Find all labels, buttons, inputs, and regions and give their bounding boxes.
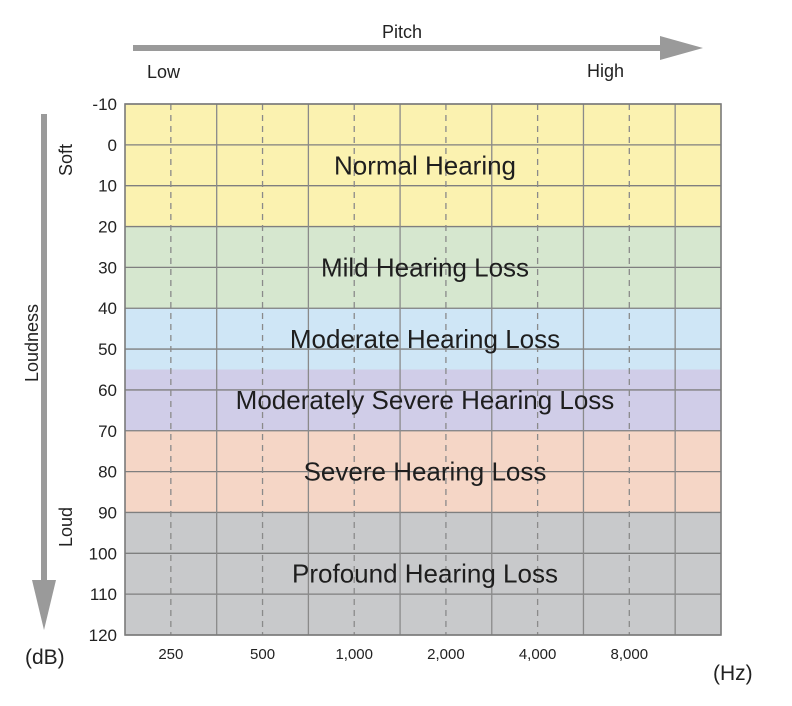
- plot-border: [124, 103, 722, 636]
- y-tick-label: -10: [92, 95, 117, 114]
- x-unit-label: (Hz): [713, 662, 753, 685]
- pitch-low-label: Low: [147, 62, 181, 82]
- x-tick-labels: 250 500 1,000 2,000 4,000 8,000: [158, 646, 648, 663]
- x-tick-label: 4,000: [519, 646, 557, 663]
- hearing-bands: [125, 104, 721, 635]
- band-profound-hearing-loss: [125, 512, 721, 635]
- x-tick-label: 500: [250, 646, 275, 663]
- x-tick-label: 250: [158, 646, 183, 663]
- x-tick-label: 8,000: [611, 646, 649, 663]
- y-tick-label: 60: [98, 381, 117, 400]
- band-moderately-severe-hearing-loss: [125, 369, 721, 431]
- y-tick-label: 100: [89, 544, 117, 563]
- y-tick-label: 0: [108, 136, 117, 155]
- band-labels: Normal Hearing Mild Hearing Loss Moderate …: [236, 150, 615, 588]
- band-label-moderate-hearing-loss: Moderate Hearing Loss: [290, 324, 560, 354]
- y-tick-label: 20: [98, 218, 117, 237]
- band-moderate-hearing-loss: [125, 308, 721, 370]
- x-tick-label: 1,000: [335, 646, 373, 663]
- y-tick-label: 70: [98, 422, 117, 441]
- y-tick-label: 90: [98, 503, 117, 522]
- band-label-profound-hearing-loss: Profound Hearing Loss: [292, 559, 558, 589]
- grid-lines: [124, 103, 722, 636]
- y-tick-label: 40: [98, 299, 117, 318]
- band-normal-hearing: [125, 104, 721, 227]
- y-tick-label: 120: [89, 626, 117, 645]
- y-tick-labels: -10 0 10 20 30 40 50 60 70 80 90 100 110 120: [89, 95, 117, 645]
- pitch-high-label: High: [587, 61, 624, 81]
- pitch-label: Pitch: [382, 22, 422, 42]
- band-label-severe-hearing-loss: Severe Hearing Loss: [304, 457, 547, 487]
- x-tick-label: 2,000: [427, 646, 465, 663]
- loudness-soft-label: Soft: [56, 144, 76, 176]
- loudness-label: Loudness: [22, 304, 42, 382]
- pitch-arrow: [133, 36, 703, 60]
- y-unit-label: (dB): [25, 646, 65, 669]
- band-label-moderately-severe-hearing-loss: Moderately Severe Hearing Loss: [236, 385, 615, 415]
- loudness-arrow: [32, 114, 56, 630]
- y-tick-label: 50: [98, 340, 117, 359]
- loudness-loud-label: Loud: [56, 507, 76, 547]
- band-label-normal-hearing: Normal Hearing: [334, 150, 516, 180]
- y-tick-label: 30: [98, 258, 117, 277]
- band-label-mild-hearing-loss: Mild Hearing Loss: [321, 252, 529, 282]
- y-tick-label: 110: [90, 585, 117, 604]
- y-tick-label: 10: [98, 177, 117, 196]
- y-tick-label: 80: [98, 463, 117, 482]
